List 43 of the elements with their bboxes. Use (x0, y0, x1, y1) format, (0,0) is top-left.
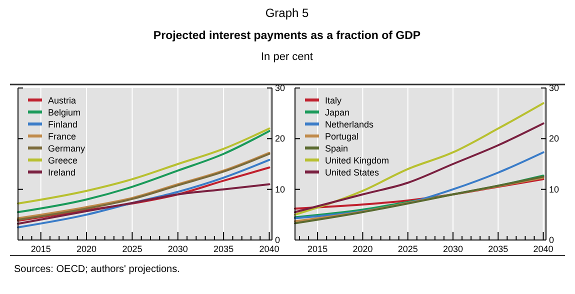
legend-label: Austria (48, 96, 76, 106)
legend-label: Germany (48, 144, 86, 154)
legend-label: Portugal (325, 132, 359, 142)
x-tick-label: 2040 (533, 244, 554, 254)
legend-label: United Kingdom (325, 156, 390, 166)
legend-label: Netherlands (325, 120, 374, 130)
line-series (294, 178, 544, 210)
x-tick-label: 2015 (308, 244, 328, 254)
legend-label: Spain (325, 144, 348, 154)
line-series (17, 183, 270, 225)
legend-label: Ireland (48, 168, 76, 178)
x-tick-label: 2020 (76, 244, 97, 254)
legend-label: Finland (48, 120, 78, 130)
x-tick-label: 2030 (168, 244, 188, 254)
x-tick-label: 2025 (122, 244, 142, 254)
y-tick-label: 0 (549, 235, 554, 245)
line-series (17, 158, 270, 228)
y-axis-title: In per cent (261, 51, 313, 63)
source-note: Sources: OECD; authors' projections. (14, 264, 180, 275)
x-tick-label: 2025 (398, 244, 418, 254)
line-series (17, 166, 270, 222)
line-series (294, 122, 544, 214)
legend-label: Italy (325, 96, 342, 106)
x-tick-label: 2020 (352, 244, 373, 254)
legend-label: Greece (48, 156, 78, 166)
chart-title: Graph 5 (265, 6, 310, 20)
x-tick-label: 2030 (442, 244, 464, 254)
y-tick-label: 0 (275, 235, 280, 245)
y-tick-label: 20 (549, 134, 560, 144)
legend-label: Belgium (48, 108, 81, 118)
y-tick-label: 10 (275, 184, 286, 194)
legend-label: France (48, 132, 76, 142)
y-tick-label: 20 (275, 134, 286, 144)
y-tick-label: 30 (275, 83, 286, 93)
x-tick-label: 2040 (259, 244, 280, 254)
y-tick-label: 10 (549, 184, 560, 194)
chart-subtitle: Projected interest payments as a fraction of GDP (153, 30, 421, 42)
x-tick-label: 2015 (30, 244, 51, 254)
x-tick-label: 2035 (214, 244, 234, 254)
legend-label: United States (325, 168, 380, 178)
x-tick-label: 2035 (488, 244, 508, 254)
legend-label: Japan (325, 108, 350, 118)
y-tick-label: 30 (549, 83, 560, 93)
